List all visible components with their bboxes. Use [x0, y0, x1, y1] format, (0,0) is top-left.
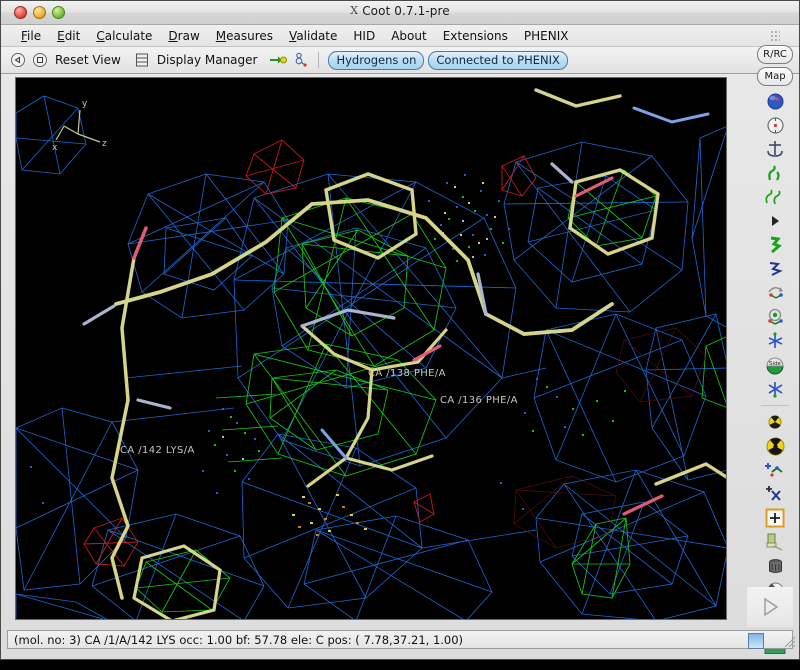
- menu-file[interactable]: File: [13, 28, 49, 44]
- hydrogens-toggle-button[interactable]: Hydrogens on: [328, 50, 425, 70]
- add-atom-icon[interactable]: [760, 458, 790, 482]
- x-window-icon: X: [350, 4, 359, 17]
- double-rotamer-icon[interactable]: [760, 185, 790, 209]
- sphere-center-icon[interactable]: [31, 51, 49, 69]
- menu-bar: File Edit Calculate Draw Measures Valida…: [1, 25, 799, 47]
- fragment-icon[interactable]: [760, 329, 790, 353]
- green-chain-icon[interactable]: [760, 233, 790, 257]
- animation-play-area: [747, 587, 793, 627]
- maximize-button[interactable]: [52, 6, 65, 19]
- play-triangle-icon[interactable]: [757, 595, 783, 619]
- delete-icon[interactable]: [760, 554, 790, 578]
- difference-map-negative-mesh: [83, 139, 537, 567]
- map-button[interactable]: Map: [757, 67, 793, 86]
- menu-validate-mnemonic: V: [289, 28, 297, 43]
- menu-measures[interactable]: Measures: [208, 28, 281, 44]
- menu-calculate-mnemonic: C: [96, 28, 105, 43]
- white-sphere-icon[interactable]: [760, 113, 790, 137]
- display-manager-label[interactable]: Display Manager: [156, 53, 258, 67]
- menu-hid[interactable]: HID: [345, 28, 383, 44]
- radiation-small-icon[interactable]: [760, 410, 790, 434]
- rotate-bond-icon[interactable]: [760, 281, 790, 305]
- molecule-icon[interactable]: [291, 51, 309, 69]
- rcrc-button[interactable]: R/RC: [757, 45, 793, 64]
- menu-measures-mnemonic: M: [215, 28, 227, 43]
- side-chain-icon[interactable]: Side: [760, 353, 790, 377]
- bond-oxygen: [132, 226, 148, 260]
- window-title-text: Coot 0.7.1-pre: [362, 4, 450, 18]
- atom-label-136-phe: CA /136 PHE/A: [440, 395, 518, 406]
- menu-file-label: ile: [27, 28, 42, 43]
- status-bar: (mol. no: 3) CA /1/A/142 LYS occ: 1.00 b…: [7, 630, 793, 649]
- difference-map-negative-faint: [513, 327, 707, 549]
- menu-about[interactable]: About: [383, 28, 434, 44]
- menu-draw-mnemonic: D: [168, 28, 178, 43]
- menu-edit-label: dit: [64, 28, 81, 43]
- right-toolbar: R/RC Map: [757, 27, 793, 659]
- menu-validate-label: alidate: [296, 28, 338, 43]
- fragment2-icon[interactable]: [760, 377, 790, 401]
- molecular-graphics-viewport[interactable]: x y z CA /138 PHE/A CA /136 PHE/A CA /14…: [15, 77, 727, 620]
- sphere-back-icon[interactable]: [9, 51, 27, 69]
- menu-phenix-label: PHENIX: [523, 28, 569, 43]
- toolbar-drag-handle[interactable]: [770, 30, 780, 41]
- add-terminal-icon[interactable]: [760, 482, 790, 506]
- atom-label-138-phe: CA /138 PHE/A: [368, 368, 446, 379]
- axis-label-z: z: [102, 139, 107, 149]
- mutate-icon[interactable]: [760, 530, 790, 554]
- title-bar[interactable]: X Coot 0.7.1-pre: [1, 1, 799, 25]
- play-arrow-icon[interactable]: [760, 209, 790, 233]
- green-rotamer-icon[interactable]: [760, 161, 790, 185]
- menu-validate[interactable]: Validate: [281, 28, 345, 44]
- status-text: (mol. no: 3) CA /1/A/142 LYS occ: 1.00 b…: [14, 632, 464, 647]
- anchor-icon[interactable]: [760, 137, 790, 161]
- close-button[interactable]: [14, 6, 27, 19]
- radiation-icon[interactable]: [760, 434, 790, 458]
- minimize-button[interactable]: [33, 6, 46, 19]
- plus-box-icon[interactable]: [760, 506, 790, 530]
- axis-label-x: x: [52, 143, 58, 153]
- blue-sphere-icon[interactable]: [760, 89, 790, 113]
- axis-label-y: y: [82, 99, 88, 109]
- menu-edit[interactable]: Edit: [49, 28, 88, 44]
- window-title: X Coot 0.7.1-pre: [1, 4, 799, 18]
- axis-indicator: [55, 109, 101, 143]
- blue-chain-icon[interactable]: [760, 257, 790, 281]
- reset-view-label[interactable]: Reset View: [55, 53, 121, 67]
- map-2fofc-mesh: [16, 95, 726, 619]
- atom-label-142-lys: CA /142 LYS/A: [120, 445, 195, 456]
- torsion-icon[interactable]: [760, 305, 790, 329]
- window-controls: [14, 6, 65, 19]
- toolbar-separator-1: [761, 405, 789, 406]
- menu-draw-label: raw: [177, 28, 200, 43]
- density-map-scene: x y z CA /138 PHE/A CA /136 PHE/A CA /14…: [16, 78, 726, 619]
- menu-measures-label: easures: [226, 28, 274, 43]
- resize-grip-icon[interactable]: [781, 633, 797, 649]
- menu-calculate[interactable]: Calculate: [88, 28, 160, 44]
- menu-draw[interactable]: Draw: [160, 28, 207, 44]
- phenix-connection-button[interactable]: Connected to PHENIX: [428, 50, 568, 70]
- difference-map-positive-mesh: [135, 169, 726, 613]
- svg-text:Side: Side: [769, 361, 782, 367]
- main-toolbar: Reset View Display Manager: [1, 47, 799, 74]
- menu-hid-label: HID: [353, 28, 376, 43]
- protein-model-sticks: [82, 88, 726, 619]
- toolbar-separator: [318, 52, 320, 68]
- density-dots-cluster: [30, 174, 626, 536]
- menu-phenix[interactable]: PHENIX: [516, 28, 577, 44]
- menu-file-mnemonic: F: [21, 28, 28, 43]
- menu-about-label: About: [391, 28, 427, 43]
- status-indicator-square[interactable]: [748, 633, 764, 649]
- menu-calculate-label: alculate: [104, 28, 153, 43]
- menu-extensions[interactable]: Extensions: [435, 28, 516, 44]
- menu-extensions-label: Extensions: [442, 28, 508, 43]
- go-to-atom-icon[interactable]: [269, 51, 288, 69]
- layers-icon[interactable]: [133, 51, 151, 69]
- menu-edit-mnemonic: E: [57, 28, 65, 43]
